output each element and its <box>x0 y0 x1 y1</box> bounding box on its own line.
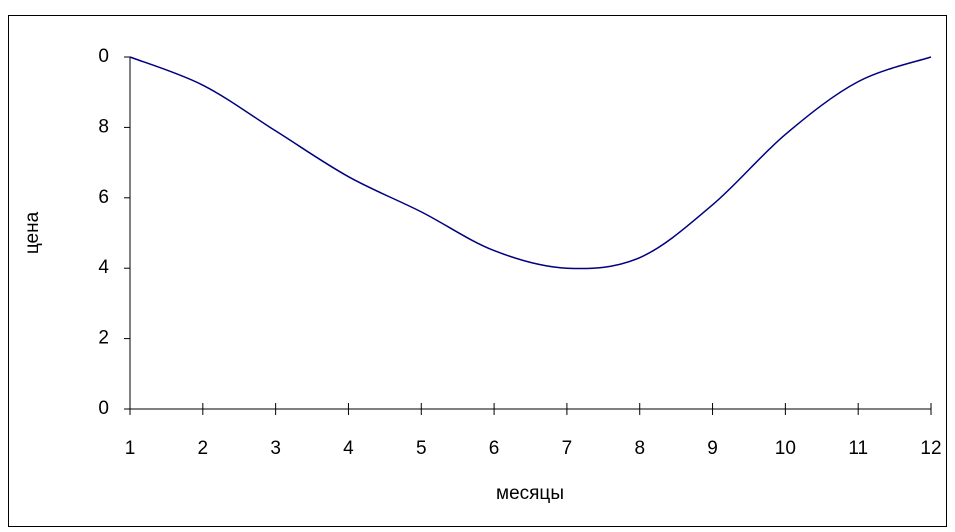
x-tick-label: 8 <box>634 438 645 459</box>
y-tick-label: 2 <box>98 328 109 349</box>
x-tick-label: 4 <box>343 438 354 459</box>
x-tick-label: 3 <box>270 438 281 459</box>
x-tick-label: 6 <box>489 438 500 459</box>
x-tick-label: 12 <box>920 438 941 459</box>
x-tick-label: 11 <box>848 438 868 459</box>
x-tick-label: 10 <box>775 438 796 459</box>
y-tick-label: 4 <box>98 257 109 278</box>
x-tick-label: 5 <box>416 438 427 459</box>
x-tick-label: 1 <box>125 438 136 459</box>
line-series <box>129 56 932 270</box>
x-tick-label: 2 <box>198 438 209 459</box>
chart-border <box>8 15 947 527</box>
y-tick-label: 6 <box>98 187 109 208</box>
y-tick-label: 0 <box>98 46 109 67</box>
x-tick-label: 9 <box>707 438 718 459</box>
x-tick-label: 7 <box>562 438 573 459</box>
y-tick-label: 0 <box>98 398 109 419</box>
x-axis-label: месяцы <box>496 483 564 504</box>
y-tick-label: 8 <box>98 116 109 137</box>
y-axis-label: цена <box>22 211 43 254</box>
